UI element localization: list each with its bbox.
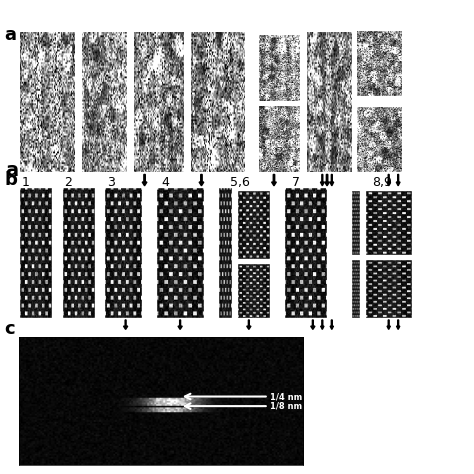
Text: 8,9: 8,9	[372, 176, 392, 189]
Text: 3: 3	[107, 176, 115, 189]
Text: 7: 7	[292, 176, 300, 189]
Text: c: c	[5, 320, 15, 338]
Text: 1/4 nm: 1/4 nm	[271, 392, 303, 401]
Text: 1: 1	[21, 176, 29, 189]
Text: a: a	[5, 26, 17, 44]
Text: 4: 4	[161, 176, 169, 189]
Text: b: b	[5, 171, 18, 189]
Text: 5,6: 5,6	[230, 176, 250, 189]
Text: 2: 2	[64, 176, 72, 189]
Text: a: a	[5, 161, 18, 180]
Text: 1/8 nm: 1/8 nm	[271, 401, 302, 410]
